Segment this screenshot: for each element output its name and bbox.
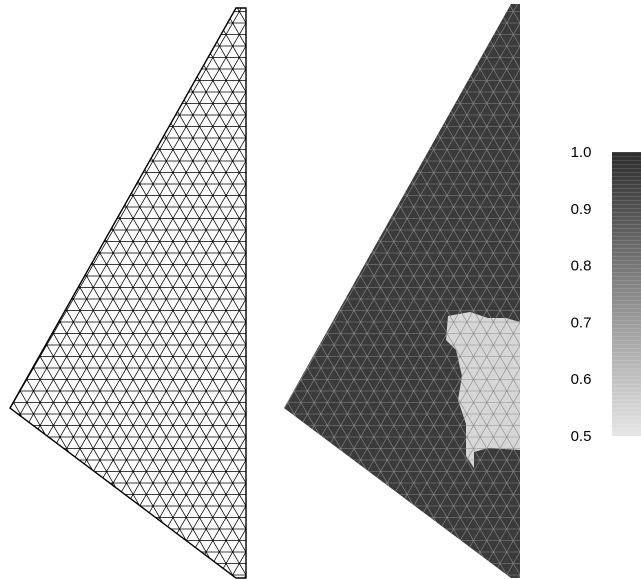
colorbar-tick-label: 1.0 [571, 144, 592, 161]
mesh-outline [9, 7, 247, 579]
field-domain [284, 4, 520, 578]
colorbar: 1.0 0.9 0.8 0.7 0.6 0.5 [571, 144, 641, 445]
colorbar-tick-label: 0.6 [571, 371, 592, 388]
colorbar-tick-label: 0.7 [571, 314, 592, 331]
colorbar-tick-label: 0.5 [571, 428, 592, 445]
colorbar-banding [612, 152, 641, 436]
colorbar-tick-label: 0.9 [571, 201, 592, 218]
field-highlight-region [446, 312, 520, 468]
colorbar-tick-label: 0.8 [571, 258, 592, 275]
colorbar-ticks: 1.0 0.9 0.8 0.7 0.6 0.5 [571, 144, 592, 445]
mesh-domain [10, 8, 246, 578]
